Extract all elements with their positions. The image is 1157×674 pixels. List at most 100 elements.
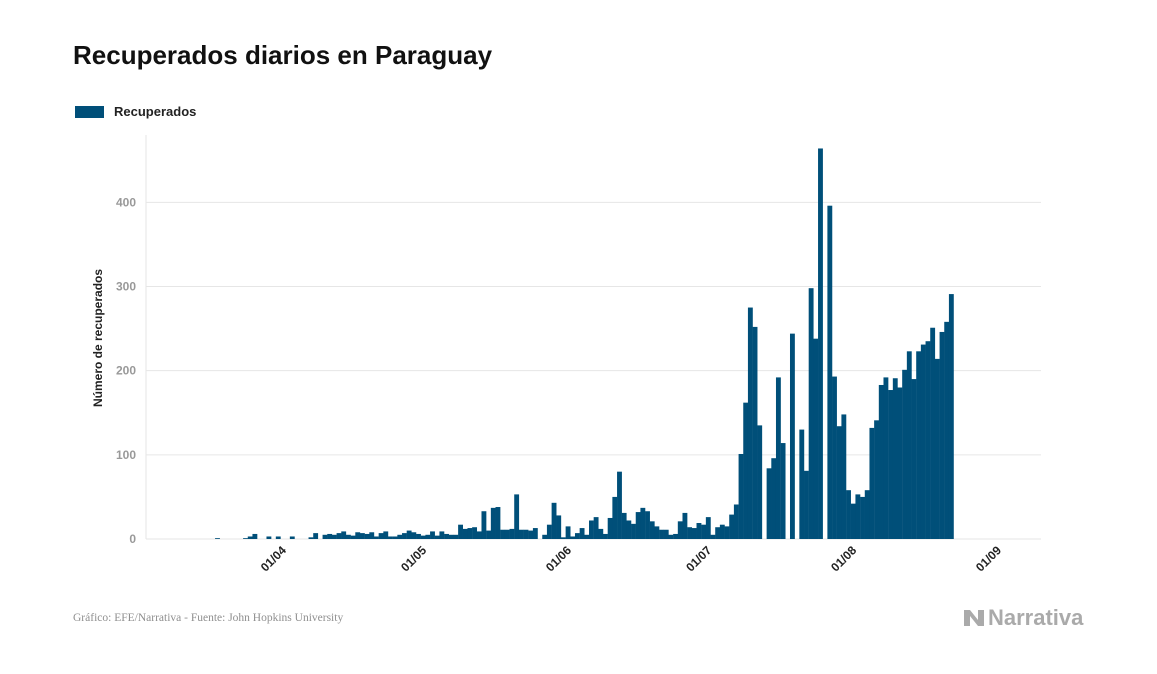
bar <box>874 420 879 539</box>
y-tick-labels: 0 100 200 300 400 <box>116 195 136 546</box>
bar <box>864 490 870 539</box>
bar <box>345 534 351 539</box>
bar <box>579 528 585 539</box>
page-title: Recuperados diarios en Paraguay <box>73 40 493 70</box>
bar <box>855 494 861 539</box>
bar <box>617 471 622 539</box>
x-tick-label: 01/05 <box>398 543 429 574</box>
bar <box>743 402 749 539</box>
y-tick-label-0: 0 <box>129 532 136 546</box>
bar <box>542 534 548 539</box>
bar <box>589 520 594 539</box>
bar <box>649 521 655 539</box>
bar <box>430 531 435 539</box>
bar <box>476 531 482 539</box>
bar <box>411 532 417 539</box>
bar <box>888 390 894 539</box>
bar <box>495 507 501 539</box>
bar <box>327 533 333 539</box>
chart-legend: Recuperados <box>75 104 196 119</box>
bar <box>388 536 393 539</box>
bar <box>846 490 851 539</box>
bar <box>897 387 903 539</box>
y-tick-label-100: 100 <box>116 448 136 462</box>
bar <box>710 534 716 539</box>
bar <box>902 369 908 539</box>
bar <box>574 533 580 539</box>
bar <box>560 537 566 539</box>
bar <box>715 527 721 539</box>
bar <box>804 470 809 539</box>
bar <box>556 515 562 539</box>
bar <box>336 533 342 539</box>
bar <box>434 535 440 539</box>
bar <box>215 538 220 539</box>
bar <box>289 536 295 539</box>
bar <box>818 148 823 539</box>
bar <box>607 517 613 539</box>
bar <box>416 533 421 539</box>
x-tick-label: 01/06 <box>543 543 574 574</box>
bar <box>490 507 496 539</box>
bar <box>813 338 819 539</box>
bar <box>682 512 688 539</box>
bar <box>247 536 253 539</box>
bar <box>453 534 459 539</box>
bar <box>939 331 945 539</box>
bar <box>551 502 557 539</box>
bar <box>355 532 361 539</box>
bar <box>631 523 636 539</box>
bar <box>252 533 258 539</box>
bar <box>850 503 856 539</box>
bar <box>598 528 604 539</box>
bar <box>687 527 693 539</box>
bar <box>359 533 365 539</box>
brand-logo: Narrativa <box>963 605 1083 631</box>
bar <box>883 377 889 539</box>
bar <box>584 534 590 539</box>
bar <box>733 504 739 539</box>
bar <box>532 528 538 539</box>
bar <box>593 517 599 539</box>
bar <box>546 524 552 539</box>
y-tick-label-400: 400 <box>116 195 136 209</box>
bar <box>920 344 926 539</box>
bar <box>626 520 632 539</box>
bar <box>369 532 375 539</box>
bar <box>860 496 865 539</box>
bar <box>243 538 248 539</box>
x-tick-label: 01/09 <box>973 543 1004 574</box>
bar <box>402 533 407 539</box>
bar <box>621 512 627 539</box>
bar <box>747 307 753 539</box>
bar <box>701 524 707 539</box>
bar <box>654 526 660 540</box>
bar <box>313 533 319 539</box>
bar <box>420 535 426 539</box>
brand-name: Narrativa <box>988 605 1084 630</box>
bar <box>668 534 674 539</box>
bar <box>603 533 608 539</box>
bar <box>771 458 777 539</box>
bar <box>565 526 571 540</box>
bar <box>799 429 805 539</box>
bar <box>729 514 735 539</box>
bar <box>383 531 389 539</box>
bar <box>444 533 449 539</box>
y-tick-label-200: 200 <box>116 364 136 378</box>
bar <box>673 533 679 539</box>
narrativa-logo-icon <box>964 610 984 626</box>
bar <box>275 536 281 539</box>
bar <box>916 351 922 539</box>
bar <box>808 288 814 539</box>
x-tick-label: 01/08 <box>828 543 859 574</box>
x-tick-labels: 01/04 01/05 01/06 01/07 01/08 01/09 <box>258 543 1005 574</box>
legend-label-recuperados: Recuperados <box>114 104 197 119</box>
x-tick-label: 01/04 <box>258 543 289 574</box>
bar <box>397 534 403 539</box>
bar <box>841 414 847 539</box>
bar <box>467 528 473 539</box>
bar <box>528 530 534 539</box>
bar <box>458 524 463 539</box>
